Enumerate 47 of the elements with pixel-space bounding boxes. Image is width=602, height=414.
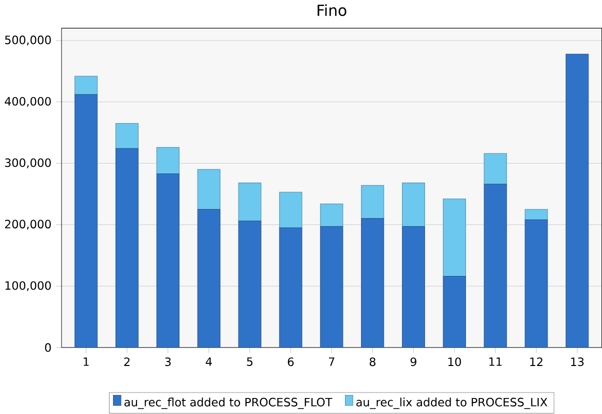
bar (320, 226, 344, 348)
bar (442, 276, 466, 348)
bar (524, 209, 548, 220)
x-tick-label: 13 (571, 358, 584, 366)
legend-label: au_rec_lix added to PROCESS_LIX (356, 398, 548, 410)
bar (484, 184, 507, 348)
bar (484, 153, 507, 185)
y-tick-label: 0 (45, 343, 51, 352)
x-tick-label: 9 (410, 358, 416, 366)
y-tick-label: 100,000 (6, 281, 51, 292)
bar (279, 228, 302, 348)
x-tick-label: 10 (448, 358, 461, 366)
y-tick-label: 400,000 (4, 97, 51, 108)
bar (197, 209, 220, 348)
bar (524, 220, 548, 348)
x-tick-label: 4 (206, 358, 212, 366)
bar (566, 54, 589, 348)
bar (402, 226, 426, 348)
chart-title: Fino (318, 4, 346, 16)
x-tick-label: 6 (288, 358, 294, 366)
y-tick-label: 500,000 (5, 36, 51, 46)
bar (279, 192, 302, 228)
bar (74, 76, 98, 95)
bar (361, 218, 384, 348)
x-tick-label: 8 (370, 358, 376, 366)
legend-label: au_rec_flot added to PROCESS_FLOT (124, 398, 332, 410)
bar (116, 148, 139, 348)
bar (156, 147, 180, 174)
bar (238, 182, 262, 222)
x-tick-label: 1 (84, 358, 89, 366)
y-tick-label: 300,000 (5, 158, 51, 168)
bar (116, 123, 139, 150)
bar (156, 174, 180, 348)
y-tick-label: 200,000 (5, 220, 51, 230)
x-tick-label: 7 (328, 358, 334, 366)
bar (197, 169, 220, 210)
bar (74, 94, 98, 348)
x-tick-label: 11 (489, 358, 502, 366)
bar (320, 204, 344, 228)
x-tick-label: 3 (165, 358, 171, 366)
x-tick-label: 5 (247, 358, 252, 366)
x-tick-label: 12 (530, 358, 542, 366)
bar (402, 182, 426, 228)
x-tick-label: 2 (124, 358, 130, 366)
bar (361, 185, 384, 220)
bar (238, 220, 262, 348)
bar (442, 198, 466, 277)
